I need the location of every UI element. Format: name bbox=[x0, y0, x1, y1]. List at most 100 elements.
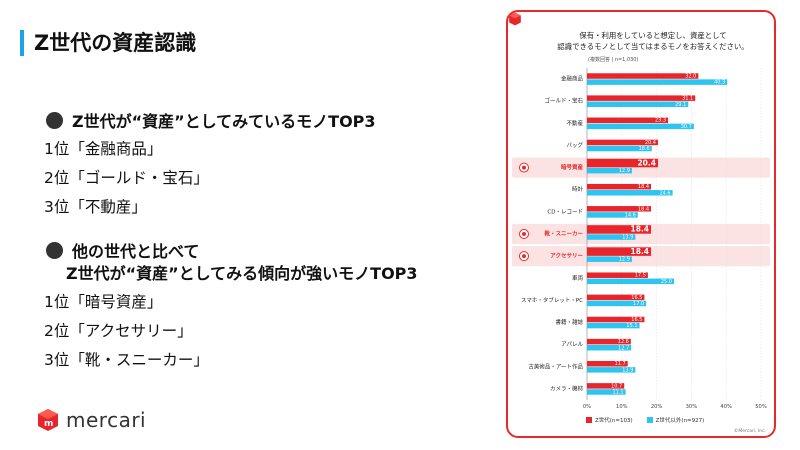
highlight-row bbox=[512, 246, 770, 267]
data-label-other: 17.0 bbox=[633, 301, 644, 307]
title-accent-bar bbox=[20, 30, 24, 56]
bar-other-generation bbox=[587, 145, 652, 152]
category-label: 古美術品・アート作品 bbox=[528, 362, 583, 370]
mercari-box-icon: m bbox=[38, 409, 58, 431]
bar-other-generation bbox=[587, 256, 632, 262]
bullet-dot-icon bbox=[46, 111, 63, 129]
bar-other-generation bbox=[587, 212, 638, 218]
data-label-other: 30.7 bbox=[681, 124, 692, 130]
section2-heading-line1: 他の世代と比べて bbox=[72, 242, 200, 261]
highlight-row bbox=[512, 157, 770, 178]
data-label-z: 18.4 bbox=[638, 184, 649, 190]
bullet-dot-icon bbox=[46, 241, 63, 259]
rank-item: 2位「ゴールド・宝石」 bbox=[44, 169, 209, 187]
mercari-logo: m mercari bbox=[36, 408, 146, 432]
data-label-other: 13.9 bbox=[622, 235, 633, 241]
data-label-other: 40.3 bbox=[714, 80, 725, 86]
bar-z-generation bbox=[587, 316, 645, 323]
logo-text: mercari bbox=[66, 408, 147, 432]
bar-other-generation bbox=[587, 344, 632, 351]
data-label-z: 18.4 bbox=[638, 206, 649, 212]
section2-heading-line2: Z世代が“資産”としてみる傾向が強いモノTOP3 bbox=[66, 264, 418, 283]
bar-z-generation bbox=[587, 206, 652, 212]
bar-other-generation bbox=[587, 167, 632, 174]
data-label-other: 12.9 bbox=[619, 168, 630, 174]
chart-card: 保有・利用をしていると想定し、資産として 認識できるモノとして当てはまるモノをお… bbox=[506, 10, 776, 438]
x-tick-label: 0% bbox=[583, 404, 591, 410]
category-label: 書籍・雑誌 bbox=[555, 318, 583, 326]
data-label-z: 18.4 bbox=[631, 247, 650, 256]
legend-swatch-other bbox=[646, 417, 653, 423]
data-label-other: 13.9 bbox=[622, 367, 633, 373]
category-label: アクセサリー bbox=[550, 252, 583, 260]
category-label: 金融商品 bbox=[561, 75, 584, 83]
mercari-box-icon bbox=[509, 12, 521, 26]
x-tick-label: 10% bbox=[616, 404, 628, 410]
bar-z-generation bbox=[587, 139, 658, 146]
bar-other-generation bbox=[587, 389, 626, 395]
x-tick-label: 20% bbox=[651, 404, 663, 410]
section-heading: 他の世代と比べて bbox=[46, 238, 418, 262]
x-tick-label: 50% bbox=[755, 404, 767, 410]
category-label: CD・レコード bbox=[547, 208, 583, 215]
category-label: スマホ・タブレット・PC bbox=[521, 296, 583, 304]
rank-item: 1位「暗号資産」 bbox=[44, 293, 163, 311]
data-label-other: 12.7 bbox=[618, 345, 629, 351]
bar-z-generation bbox=[587, 117, 669, 124]
bar-z-generation bbox=[587, 361, 628, 367]
chart-question-line1: 保有・利用をしていると想定し、資産として bbox=[579, 31, 727, 40]
data-label-other: 11.1 bbox=[612, 390, 623, 396]
x-tick-label: 40% bbox=[720, 404, 732, 410]
bar-z-generation bbox=[587, 294, 645, 301]
category-label: 不動産 bbox=[566, 119, 583, 127]
bar-other-generation bbox=[587, 300, 647, 307]
category-label: 車両 bbox=[572, 274, 584, 282]
category-label: 時計 bbox=[572, 185, 584, 193]
data-label-z: 16.5 bbox=[631, 295, 642, 301]
data-label-other: 14.6 bbox=[625, 212, 636, 218]
data-label-z: 17.5 bbox=[635, 273, 646, 279]
chart-question-line2: 認識できるモノとして当てはまるモノをお答えください。 bbox=[557, 42, 749, 51]
bar-z-generation bbox=[587, 338, 631, 345]
bar-chart: 金融商品 32.0 40.3 ゴールド・宝石 31.129.1 不動産 23.3 30.7 バッ… bbox=[512, 68, 770, 410]
bar-z-generation bbox=[587, 73, 699, 79]
category-label: アパレル bbox=[561, 341, 583, 348]
legend-label-z: Z世代(n=103) bbox=[595, 418, 633, 424]
bar-z-generation bbox=[587, 225, 652, 234]
bar-other-generation bbox=[587, 367, 636, 373]
bar-z-generation bbox=[587, 158, 658, 168]
legend-swatch-z bbox=[586, 417, 592, 423]
data-label-other: 12.9 bbox=[619, 257, 630, 263]
bar-other-generation bbox=[587, 234, 636, 240]
data-label-z: 10.7 bbox=[611, 383, 622, 389]
bar-z-generation bbox=[587, 383, 625, 389]
bar-other-generation bbox=[587, 123, 694, 130]
data-label-other: 24.6 bbox=[659, 190, 670, 196]
comparison-section: 他の世代と比べて Z世代が“資産”としてみる傾向が強いモノTOP3 1位「暗号資… bbox=[44, 238, 418, 375]
data-label-other: 18.6 bbox=[639, 146, 650, 152]
category-label: カメラ・機材 bbox=[550, 384, 584, 392]
bar-z-generation bbox=[587, 272, 648, 278]
rank-item: 3位「不動産」 bbox=[44, 198, 147, 216]
bar-z-generation bbox=[587, 247, 652, 256]
copyright: ©Mercari, Inc. bbox=[733, 429, 766, 434]
data-label-z: 16.5 bbox=[631, 317, 642, 323]
rank-item: 1位「金融商品」 bbox=[44, 140, 163, 158]
data-label-other: 15.1 bbox=[626, 323, 637, 329]
bar-other-generation bbox=[587, 79, 728, 85]
section1-heading: Z世代が“資産”としてみているモノTOP3 bbox=[72, 112, 376, 131]
data-label-other: 25.0 bbox=[661, 279, 672, 285]
top3-section: Z世代が“資産”としてみているモノTOP3 1位「金融商品」 2位「ゴールド・宝… bbox=[44, 108, 376, 222]
bar-z-generation bbox=[587, 95, 696, 101]
chart-note: (複数回答 | n=1,030) bbox=[588, 57, 639, 63]
bar-other-generation bbox=[587, 190, 673, 196]
data-label-z: 32.0 bbox=[685, 73, 696, 79]
data-label-z: 20.4 bbox=[637, 158, 656, 167]
category-label: バッグ bbox=[566, 141, 583, 149]
data-label-z: 18.4 bbox=[631, 225, 650, 234]
ring-icon bbox=[519, 251, 529, 262]
chart-legend: Z世代(n=103) Z世代以外(n=927) bbox=[586, 416, 704, 424]
category-label: 暗号資産 bbox=[561, 163, 584, 171]
category-label: ゴールド・宝石 bbox=[544, 97, 583, 105]
page-title: Z世代の資産認識 bbox=[34, 31, 197, 55]
